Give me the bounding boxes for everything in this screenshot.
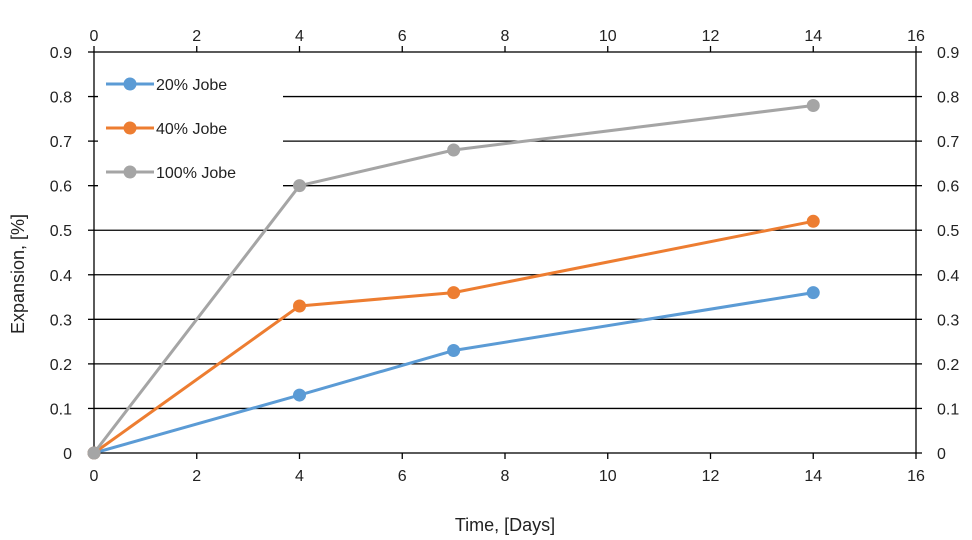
legend-swatch-marker — [123, 121, 137, 135]
series-line-2 — [92, 103, 814, 454]
y-tick-label-right: 0.8 — [937, 90, 959, 107]
data-point — [806, 286, 820, 300]
x-tick-label-bottom: 4 — [295, 468, 304, 485]
data-point — [293, 299, 306, 313]
y-tick-label-left: 0.6 — [50, 179, 72, 196]
x-tick-label-top: 2 — [192, 28, 201, 45]
x-tick-label-top: 10 — [599, 28, 617, 45]
y-tick-label-left: 0.3 — [50, 312, 72, 329]
y-tick-label-left: 0.9 — [50, 45, 72, 62]
y-tick-label-left: 0.5 — [50, 223, 72, 240]
data-point — [293, 388, 306, 402]
y-tick-label-right: 0.4 — [937, 268, 959, 285]
x-tick-label-bottom: 6 — [398, 468, 407, 485]
data-point — [87, 446, 101, 460]
legend-label: 100% Jobe — [156, 165, 236, 182]
x-tick-label-top: 4 — [295, 28, 304, 45]
x-tick-label-bottom: 8 — [501, 468, 510, 485]
data-series — [87, 98, 820, 460]
legend-label: 20% Jobe — [156, 77, 227, 94]
y-tick-label-right: 0.3 — [937, 312, 959, 329]
y-tick-label-left: 0.8 — [50, 90, 72, 107]
x-tick-label-top: 6 — [398, 28, 407, 45]
y-tick-label-left: 0.4 — [50, 268, 72, 285]
data-point — [447, 344, 461, 358]
y-tick-label-right: 0.7 — [937, 134, 959, 151]
data-point — [447, 286, 461, 300]
y-tick-label-right: 0.1 — [937, 401, 959, 418]
x-tick-label-top: 0 — [90, 28, 99, 45]
y-tick-label-right: 0 — [937, 446, 946, 463]
y-tick-label-right: 0.6 — [937, 179, 959, 196]
legend-label: 40% Jobe — [156, 121, 227, 138]
x-tick-label-top: 16 — [907, 28, 925, 45]
x-axis-title: Time, [Days] — [455, 515, 555, 535]
tick-labels: 0 0 2 2 4 4 6 6 8 8 10 10 12 12 14 14 16 16 0 0 0.1 0.1 0.2 0.2… — [50, 28, 960, 485]
y-tick-label-left: 0 — [63, 446, 72, 463]
x-tick-label-bottom: 14 — [804, 468, 822, 485]
y-tick-label-left: 0.1 — [50, 401, 72, 418]
x-tick-label-bottom: 0 — [90, 468, 99, 485]
series-line-0 — [93, 291, 814, 455]
x-tick-label-top: 12 — [702, 28, 720, 45]
y-tick-label-left: 0.2 — [50, 357, 72, 374]
data-point — [293, 179, 306, 193]
y-tick-label-right: 0.5 — [937, 223, 959, 240]
series-line-1 — [93, 219, 814, 455]
x-tick-label-bottom: 10 — [599, 468, 617, 485]
x-tick-label-top: 14 — [804, 28, 822, 45]
y-tick-label-left: 0.7 — [50, 134, 72, 151]
x-tick-label-top: 8 — [501, 28, 510, 45]
legend-swatch-marker — [123, 77, 137, 91]
x-tick-label-bottom: 12 — [702, 468, 720, 485]
data-point — [806, 98, 820, 112]
y-tick-label-right: 0.2 — [937, 357, 959, 374]
data-point — [447, 143, 461, 157]
x-tick-label-bottom: 16 — [907, 468, 925, 485]
x-tick-label-bottom: 2 — [192, 468, 201, 485]
y-axis-title: Expansion, [%] — [8, 214, 28, 334]
data-point — [806, 214, 820, 228]
y-tick-label-right: 0.9 — [937, 45, 959, 62]
legend-swatch-marker — [123, 165, 137, 179]
legend: 20% Jobe 40% Jobe 100% Jobe — [98, 64, 283, 196]
